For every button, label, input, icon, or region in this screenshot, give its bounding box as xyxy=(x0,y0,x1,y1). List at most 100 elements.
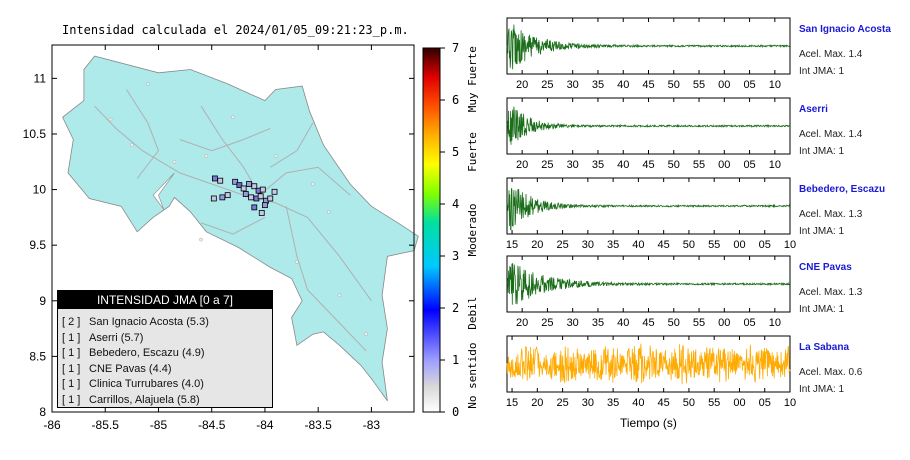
legend-list: [ 2 ] San Ignacio Acosta (5.3) [ 1 ] Aserr… xyxy=(58,309,272,408)
time-tick-label: 20 xyxy=(531,397,543,409)
time-tick-label: 55 xyxy=(693,317,705,329)
time-tick-label: 10 xyxy=(769,317,781,329)
legend-item-level: [ 1 ] xyxy=(62,393,81,406)
time-tick-label: 25 xyxy=(556,397,568,409)
lat-tick-label: 10 xyxy=(33,183,47,197)
time-tick-label: 05 xyxy=(743,159,755,171)
lon-tick-label: -84.5 xyxy=(198,418,226,432)
time-tick-label: 50 xyxy=(683,239,695,251)
time-tick-label: 55 xyxy=(708,239,720,251)
time-tick-label: 30 xyxy=(582,239,594,251)
station-jma-intensity: Int JMA: 1 xyxy=(799,384,845,395)
time-tick-label: 50 xyxy=(668,79,680,91)
time-tick-label: 00 xyxy=(733,239,745,251)
station-name: San Ignacio Acosta xyxy=(799,24,891,35)
time-tick-label: 35 xyxy=(592,159,604,171)
station-marker xyxy=(240,185,247,192)
time-tick-label: 30 xyxy=(582,397,594,409)
legend-title: INTENSIDAD JMA [0 a 7] xyxy=(58,291,272,309)
legend-item-level: [ 1 ] xyxy=(62,362,81,375)
colorbar-category-label: Fuerte xyxy=(466,132,479,172)
station-marker xyxy=(236,182,243,189)
time-tick-label: 50 xyxy=(683,397,695,409)
legend-item: [ 1 ] CNE Pavas (4.4) xyxy=(62,362,272,378)
station-max-accel: Acel. Max. 1.4 xyxy=(799,49,863,60)
station-marker xyxy=(257,193,264,200)
map-title: Intensidad calculada el 2024/01/05_09:21… xyxy=(62,23,409,37)
legend-item-level: [ 1 ] xyxy=(62,378,81,390)
time-tick-label: 40 xyxy=(632,397,644,409)
time-tick-label: 10 xyxy=(784,239,796,251)
time-tick-label: 00 xyxy=(718,317,730,329)
waveform-trace xyxy=(506,263,791,305)
lat-tick-label: 9 xyxy=(39,294,46,308)
time-tick-label: 55 xyxy=(693,159,705,171)
station-jma-intensity: Int JMA: 1 xyxy=(799,226,845,237)
time-tick-label: 05 xyxy=(743,79,755,91)
waveform-trace xyxy=(506,188,791,231)
station-max-accel: Acel. Max. 1.3 xyxy=(799,287,863,298)
time-tick-label: 50 xyxy=(668,159,680,171)
station-name: Bebedero, Escazu xyxy=(799,184,886,195)
time-tick-label: 30 xyxy=(567,317,579,329)
lon-tick-label: -83.5 xyxy=(304,418,332,432)
station-marker xyxy=(242,191,249,197)
time-tick-label: 50 xyxy=(668,317,680,329)
time-tick-label: 35 xyxy=(592,317,604,329)
time-tick-label: 05 xyxy=(759,239,771,251)
colorbar-gradient xyxy=(422,47,441,413)
station-marker xyxy=(210,195,217,202)
time-tick-label: 25 xyxy=(556,239,568,251)
waveform-trace xyxy=(506,343,791,385)
station-name: La Sabana xyxy=(799,342,850,353)
lon-tick-label: -85 xyxy=(150,418,168,432)
legend-item-name: Aserri (5.7) xyxy=(89,331,144,344)
time-tick-label: 25 xyxy=(541,159,553,171)
waveform-trace xyxy=(506,24,791,70)
map-frame xyxy=(51,44,415,413)
time-tick-label: 15 xyxy=(506,239,518,251)
colorbar-category-label: No sentido xyxy=(466,342,479,408)
station-name: CNE Pavas xyxy=(799,262,852,273)
time-tick-label: 05 xyxy=(759,397,771,409)
time-axis-label: Tiempo (s) xyxy=(620,416,677,430)
time-tick-label: 35 xyxy=(607,397,619,409)
time-tick-label: 00 xyxy=(718,79,730,91)
colorbar-category-label: Debil xyxy=(466,297,479,330)
time-tick-label: 45 xyxy=(658,397,670,409)
legend-item: [ 1 ] Clinica Turrubares (4.0) xyxy=(62,377,272,393)
station-marker xyxy=(259,186,266,193)
station-max-accel: Acel. Max. 0.6 xyxy=(799,367,863,378)
time-tick-label: 20 xyxy=(531,239,543,251)
lat-tick-label: 8.5 xyxy=(29,349,46,363)
time-tick-label: 30 xyxy=(567,79,579,91)
legend-item-level: [ 2 ] xyxy=(62,316,81,328)
time-tick-label: 40 xyxy=(617,317,629,329)
time-tick-label: 25 xyxy=(541,79,553,91)
time-tick-label: 05 xyxy=(743,317,755,329)
time-tick-label: 45 xyxy=(658,239,670,251)
lon-tick-label: -84 xyxy=(256,418,274,432)
intensity-legend: INTENSIDAD JMA [0 a 7] [ 2 ] San Ignacio … xyxy=(57,290,273,408)
time-tick-label: 00 xyxy=(718,159,730,171)
costa-rica-land xyxy=(62,55,419,402)
lat-tick-label: 8 xyxy=(39,405,46,419)
station-marker xyxy=(251,183,258,190)
lon-tick-label: -86 xyxy=(43,418,61,432)
lat-tick-label: 9.5 xyxy=(29,238,46,252)
legend-item-name: Bebedero, Escazu (4.9) xyxy=(89,347,205,359)
station-marker xyxy=(251,204,258,211)
station-name: Aserri xyxy=(799,104,828,115)
colorbar-tick-label: 6 xyxy=(452,93,459,107)
time-tick-label: 45 xyxy=(642,159,654,171)
lat-tick-label: 11 xyxy=(34,71,47,85)
waveform-trace xyxy=(506,106,791,145)
station-max-accel: Acel. Max. 1.3 xyxy=(799,209,863,220)
time-tick-label: 10 xyxy=(769,159,781,171)
legend-item-level: [ 1 ] xyxy=(62,347,81,359)
station-marker xyxy=(271,188,278,195)
time-tick-label: 40 xyxy=(617,79,629,91)
station-marker xyxy=(217,177,224,184)
legend-item-name: San Ignacio Acosta (5.3) xyxy=(89,316,209,328)
